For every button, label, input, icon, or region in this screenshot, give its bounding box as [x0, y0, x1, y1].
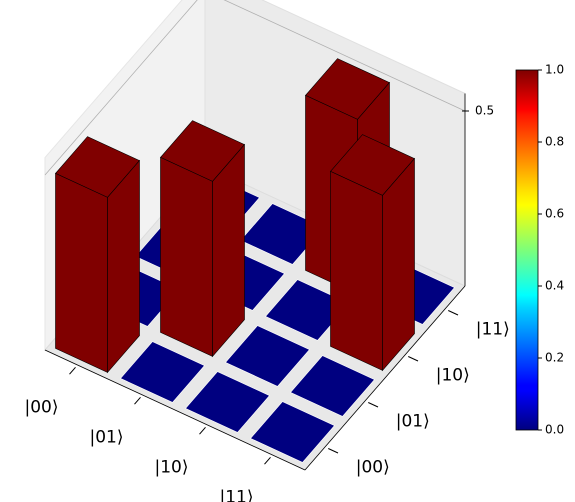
- y-tick-label: |11⟩: [476, 320, 510, 340]
- y-tick-label: |10⟩: [436, 366, 470, 386]
- bar: [120, 341, 205, 403]
- y-tick-label: |00⟩: [356, 458, 390, 478]
- bar-top: [225, 325, 310, 387]
- colorbar-tick-label: 0.8: [545, 135, 564, 149]
- bar: [330, 134, 415, 372]
- bar-top: [185, 371, 270, 433]
- colorbar-tick-label: 0.4: [545, 279, 564, 293]
- x-tick-label: |10⟩: [155, 458, 189, 478]
- bar-top: [290, 355, 375, 417]
- y-tick: [328, 448, 339, 454]
- bar-side: [212, 143, 245, 358]
- bar: [55, 136, 140, 374]
- x-tick-label: |01⟩: [90, 428, 124, 448]
- x-tick-label: |00⟩: [25, 398, 59, 418]
- bar: [250, 401, 335, 463]
- bar: [160, 120, 245, 358]
- x-tick-label: |11⟩: [220, 488, 254, 502]
- x-tick: [134, 396, 141, 405]
- bar-side: [382, 157, 415, 372]
- bar-front: [160, 156, 213, 357]
- y-tick-label: |01⟩: [396, 412, 430, 432]
- y-axis: [304, 285, 466, 471]
- bar: [185, 371, 270, 433]
- x-tick: [69, 366, 76, 375]
- colorbar-axis: 0.0 0.2 0.4 0.6 0.8 1.0: [538, 63, 564, 437]
- colorbar-tick-label: 0.6: [545, 207, 564, 221]
- bar-top: [250, 401, 335, 463]
- bar-top: [120, 341, 205, 403]
- x-axis: [44, 349, 306, 471]
- bar-side: [107, 159, 140, 374]
- colorbar-tick-label: 0.2: [545, 351, 564, 365]
- bar-front: [55, 172, 108, 373]
- y-tick: [408, 356, 419, 362]
- bar: [225, 325, 310, 387]
- y-tick: [448, 310, 459, 316]
- y-tick: [368, 402, 379, 408]
- x-tick: [199, 426, 206, 435]
- colorbar-tick-label: 0.0: [545, 423, 564, 437]
- plot-area: |00⟩ |01⟩ |10⟩ |11⟩ |00⟩ |01⟩ |10⟩ |11⟩ 0.5: [25, 58, 510, 502]
- grid-line: [44, 0, 466, 176]
- colorbar: [515, 69, 539, 431]
- x-tick: [264, 456, 271, 465]
- z-tick-label: 0.5: [475, 104, 494, 118]
- bar-front: [330, 170, 383, 371]
- bar: [290, 355, 375, 417]
- colorbar-tick-label: 1.0: [545, 63, 564, 77]
